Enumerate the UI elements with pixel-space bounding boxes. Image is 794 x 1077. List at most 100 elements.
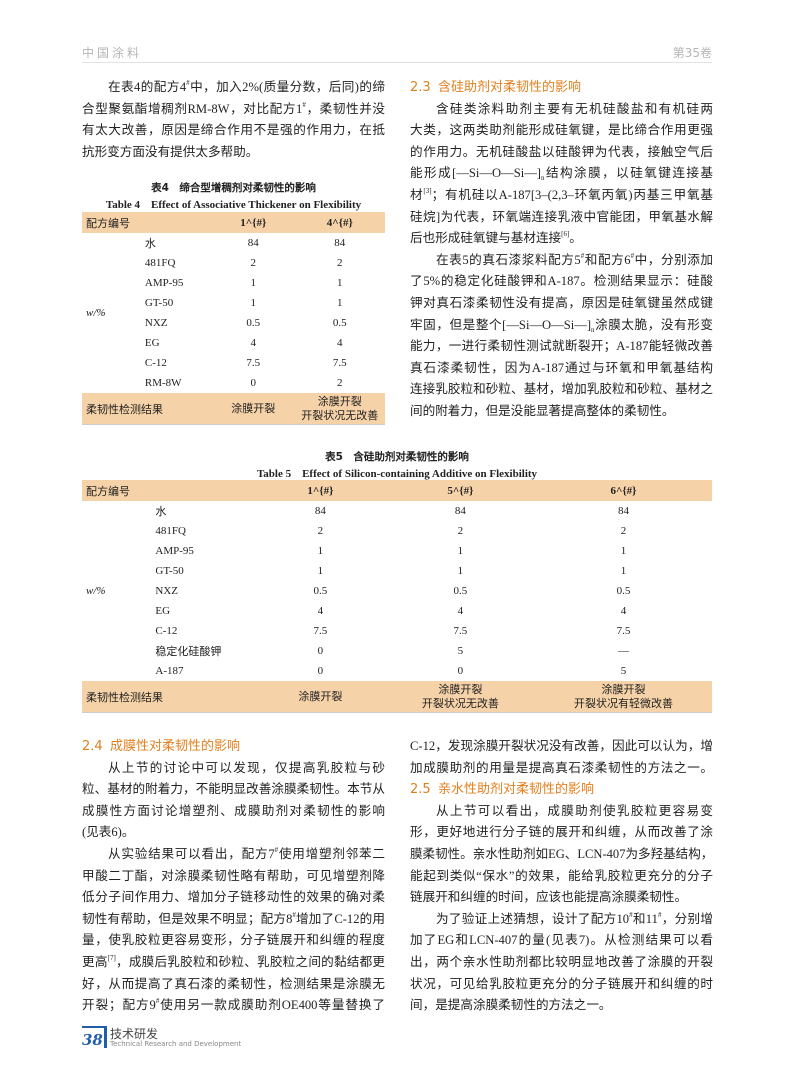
heading-text: 亲水性助剂对柔韧性的影响 [438, 782, 595, 798]
result-cell: 涂膜开裂 开裂状况有轻微改善 [534, 681, 712, 713]
result-cell: 涂膜开裂 [212, 393, 295, 425]
cell-value: 84 [454, 505, 466, 517]
cell-value: 2 [457, 525, 464, 537]
table-row: NXZ 0.5 0.5 [82, 313, 385, 333]
journal-name: 中国涂料 [82, 46, 143, 60]
text-line: 能形成[—Si—O—Si—]n结构涂膜，以硅氧键连接基 [410, 166, 714, 183]
table-result-row: 柔韧性检测结果 涂膜开裂 涂膜开裂 开裂状况无改善 涂膜开裂 开裂状况有轻微改善 [82, 681, 712, 713]
ingredient-name: AMP-95 [144, 277, 184, 289]
table-header-row: 配方编号 1^{#} 5^{#} 6^{#} [82, 480, 712, 501]
unit-label: w/% [86, 307, 106, 319]
text-line: 硅烷]为代表，环氧端连接乳液中官能团，甲氧基水解 [410, 209, 713, 224]
result-text: 涂膜开裂 [438, 682, 483, 696]
result-label: 柔韧性检测结果 [82, 393, 213, 425]
cell-value: 5 [620, 665, 627, 677]
text-line: 有太大改善，原因是缔合作用不是强的作用力，在抵 [82, 123, 385, 138]
ingredient-name: 水 [144, 238, 156, 250]
cell-value: 1 [457, 545, 464, 557]
text-line: C-12，发现涂膜开裂状况没有改善，因此可以认为，增 [410, 739, 713, 753]
result-text: 涂膜开裂 [298, 689, 343, 703]
text-line: 钾对真石漆柔韧性没有提高，原因是硅氧键虽然成键 [410, 295, 713, 310]
cell-value: 1 [337, 277, 343, 289]
result-cell: 涂膜开裂 开裂状况无改善 [294, 393, 385, 425]
cell-value: 2 [337, 257, 343, 269]
ingredient-name: NXZ [144, 317, 168, 329]
cell-value: 1 [317, 545, 324, 557]
cell-value: 0.5 [246, 317, 261, 329]
heading-text: 含硅助剂对柔韧性的影响 [438, 80, 582, 95]
cell-value: 7.5 [313, 625, 328, 637]
cell-value: 0 [250, 377, 257, 389]
formula-column-header: 6^{#} [534, 480, 712, 501]
text-line: 从上节的讨论中可以发现，仅提高乳胶粒与砂 [108, 760, 385, 775]
table4: 配方编号 1^{#} 4^{#} w/% 水 84 84 481FQ 2 2 AMP-95 1 1 GT-… [82, 212, 385, 425]
table4-caption-cn: 表4 缔合型增稠剂对柔韧性的影响 [151, 182, 316, 194]
cell-value: 1 [317, 565, 324, 577]
text-line: 能力，一进行柔韧性测试就断裂开；A-187能轻微改善 [410, 339, 713, 354]
ingredient-name: GT-50 [155, 565, 184, 577]
table-row: C-12 7.5 7.5 7.5 [82, 621, 712, 641]
table-row: w/% 水 84 84 [82, 233, 385, 319]
cell-value: 84 [334, 237, 346, 249]
text-line: 抗形变方面没有提供太多帮助。 [82, 144, 259, 159]
heading-number: 2.5 [410, 782, 431, 798]
left-bottom-text: 2.4 成膜性对柔韧性的影响 从上节的讨论中可以发现，仅提高乳胶粒与砂 粒、基材的附… [82, 736, 385, 1017]
cell-value: 0.5 [616, 585, 631, 597]
cell-value: 1 [250, 297, 257, 309]
ingredient-name: A-187 [155, 665, 184, 677]
table-row: EG 4 4 [82, 333, 385, 353]
result-label: 柔韧性检测结果 [82, 681, 255, 713]
cell-value: 84 [617, 505, 629, 517]
cell-value: 1 [337, 297, 343, 309]
text-line: 好，从而提高了真石漆的柔韧性，检测结果是涂膜无 [82, 976, 385, 991]
unit-label: w/% [86, 585, 106, 597]
footer-section-en: Technical Research and Development [110, 1040, 242, 1048]
right-bottom-text: C-12，发现涂膜开裂状况没有改善，因此可以认为，增 加成膜助剂的用量是提高真石漆… [410, 736, 713, 1017]
cell-value: 0 [317, 665, 324, 677]
table-row: 481FQ 2 2 [82, 253, 385, 273]
cell-value: 0 [317, 645, 324, 657]
table5-caption-cn: 表5 含硅助剂对柔韧性的影响 [325, 451, 469, 463]
text-line: 膜柔韧性。亲水性助剂如EG、LCN-407为多羟基结构， [410, 846, 714, 861]
section-2-3-heading: 2.3 含硅助剂对柔韧性的影响 [410, 77, 713, 99]
text-line: 牢固，但是整个[—Si—O—Si—]n涂膜太脆，没有形变 [410, 317, 713, 334]
cell-value: 2 [620, 525, 627, 537]
ingredient-name: GT-50 [144, 297, 174, 309]
ingredient-name: 481FQ [144, 257, 176, 269]
cell-value: 2 [337, 377, 343, 389]
text-line: 粒、基材的附着力，不能明显改善涂膜柔韧性。本节从 [82, 782, 385, 797]
text-line: 韧性有帮助，但是效果不明显；配方8#增加了C-12的用 [82, 910, 386, 926]
footer-section-cn: 技术研发 [110, 1027, 159, 1041]
text-line: 了5%的稳定化硅酸钾和A-187。检测结果显示：硅酸 [410, 274, 713, 289]
header-label: 配方编号 [82, 480, 255, 501]
table-row: GT-50 1 1 [82, 293, 385, 313]
section-2-5-heading: 2.5 亲水性助剂对柔韧性的影响 [410, 779, 713, 801]
table-row: 稳定化硅酸钾 0 5 — [82, 641, 712, 661]
cell-value: 1 [457, 565, 464, 577]
cell-value: 7.5 [246, 357, 261, 369]
result-text: 涂膜开裂 [601, 682, 646, 696]
header-divider [82, 62, 712, 63]
cell-value: 7.5 [332, 357, 347, 369]
text-line: 间，是提高涂膜柔韧性的方法之一。 [410, 998, 612, 1013]
text-line: 量，使乳胶粒更容易变形，分子链展开和纠缠的程度 [82, 933, 385, 948]
cell-value: 4 [337, 337, 343, 349]
text-line: 大类，这两类助剂能形成硅氧键，是比缔合作用更强 [410, 123, 713, 138]
cell-value: 0.5 [453, 585, 468, 597]
cell-value: 4 [457, 605, 464, 617]
cell-value: 84 [247, 237, 259, 249]
cell-value: 84 [314, 505, 326, 517]
table-row: AMP-95 1 1 1 [82, 541, 712, 561]
cell-value: 4 [250, 337, 257, 349]
table4-caption-en: Table 4 Effect of Associative Thickener … [105, 199, 362, 211]
ingredient-name: 481FQ [155, 525, 186, 537]
result-text: 涂膜开裂 [317, 394, 362, 408]
text-line: 材[3]；有机硅以A-187[3–(2,3–环氧丙氧)丙基三甲氧基 [410, 186, 713, 202]
text-line: 后也形成硅氧键与基材连接[6]。 [410, 230, 582, 246]
formula-column-header: 1^{#} [212, 212, 295, 233]
text-line: 连接乳胶粒和砂粒、基材，增加乳胶粒和砂粒、基材之 [410, 382, 713, 397]
text-line: 形，更好地进行分子链的展开和纠缠，从而改善了涂 [410, 825, 713, 840]
table-row: AMP-95 1 1 [82, 273, 385, 293]
text-line: 从实验结果可以看出，配方7#使用增塑剂邻苯二 [108, 845, 386, 861]
result-text: 开裂状况有轻微改善 [573, 696, 673, 710]
